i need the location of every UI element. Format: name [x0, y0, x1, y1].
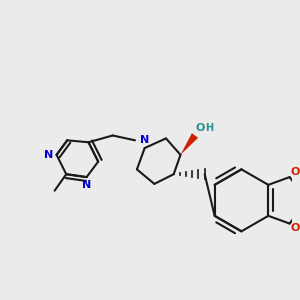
Text: O: O — [291, 167, 300, 177]
Text: N: N — [140, 135, 149, 145]
Polygon shape — [181, 133, 198, 155]
Text: N: N — [44, 150, 53, 160]
Text: O: O — [195, 123, 205, 133]
Text: O: O — [291, 224, 300, 233]
Text: N: N — [82, 180, 91, 190]
Text: H: H — [206, 123, 214, 133]
